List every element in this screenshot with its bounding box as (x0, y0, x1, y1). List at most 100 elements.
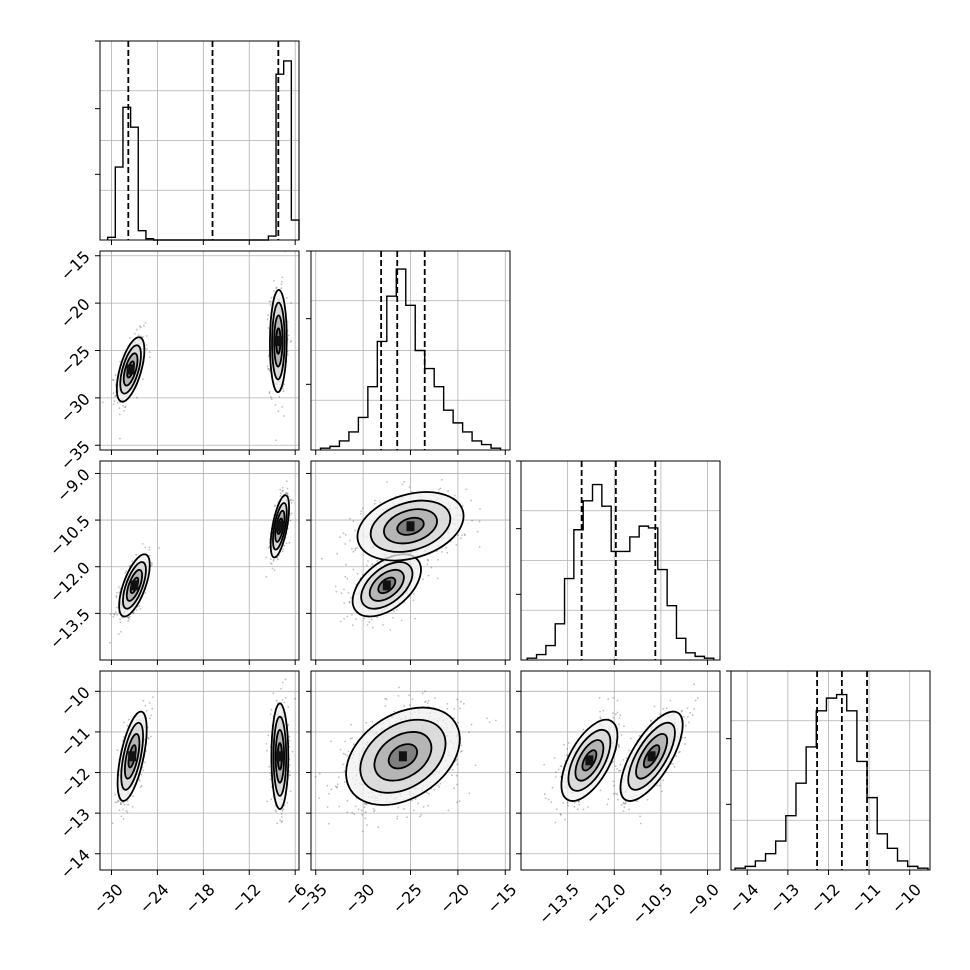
contour-line (274, 728, 285, 784)
grid-lines (100, 41, 299, 240)
panel-frame (520, 670, 721, 871)
contour-line (269, 288, 288, 394)
histogram-panel-3 (726, 670, 931, 871)
contour-line (272, 715, 288, 797)
contour-line (574, 739, 605, 782)
contour-line (118, 553, 151, 618)
x-tick-label: −12 (806, 880, 843, 917)
grid-lines (731, 671, 930, 870)
contour-line (351, 553, 422, 618)
scatter-panel-1-3 (310, 670, 511, 871)
contour-line (345, 706, 461, 806)
histogram-step-line (106, 60, 300, 241)
scatter-panel-1-2 (310, 460, 511, 661)
contour-line (125, 568, 143, 602)
y-tick-label: −9.0 (53, 465, 94, 506)
scatter-panel-0-3 (99, 670, 300, 871)
density-peak (274, 336, 283, 347)
x-tick-label: −30 (341, 880, 378, 917)
contour-line (635, 733, 669, 780)
contour-line (119, 344, 142, 395)
density-peak (406, 521, 415, 532)
contour-line (271, 301, 286, 381)
y-tick-label: −30 (57, 389, 94, 426)
contour-line (123, 733, 141, 780)
density-peak (130, 580, 139, 591)
contour-line (269, 494, 290, 559)
y-tick-label: −35 (57, 437, 94, 474)
x-tick-label: −20 (436, 880, 473, 917)
panel-frame (99, 670, 300, 871)
grid-lines (100, 461, 299, 660)
panel-frame (99, 460, 300, 661)
y-tick-label: −13 (57, 805, 94, 842)
x-tick-label: −15 (483, 880, 520, 917)
density-peak (128, 751, 137, 762)
contour-line (356, 491, 465, 562)
x-tick-label: −13 (766, 880, 803, 917)
contour-line (387, 743, 419, 770)
y-tick-label: −14 (57, 845, 94, 882)
contour-line (116, 710, 148, 802)
contour-line (122, 561, 147, 610)
contour-line (642, 744, 661, 769)
x-tick-label: −10.5 (628, 880, 676, 928)
y-tick-label: −11 (57, 723, 94, 760)
scatter-panel-0-1 (99, 250, 300, 451)
scatter-panel-2-3 (520, 670, 721, 871)
x-tick-label: −24 (135, 880, 172, 917)
grid-lines (100, 251, 299, 450)
x-tick-label: −25 (389, 880, 426, 917)
x-tick-label: −9.0 (682, 880, 723, 921)
contour-line (373, 731, 433, 782)
contour-line (627, 721, 676, 791)
histogram-step-line (319, 268, 502, 450)
histogram-step-line (734, 693, 929, 870)
density-peak (275, 751, 284, 762)
histogram-step-line (526, 483, 715, 660)
contour-line (122, 352, 139, 387)
density-peak (275, 521, 284, 532)
y-tick-label: −25 (57, 342, 94, 379)
y-tick-label: −10.5 (46, 511, 94, 559)
y-tick-label: −15 (57, 247, 94, 284)
contour-line (359, 718, 447, 794)
contour-line (115, 336, 146, 403)
contour-line (273, 314, 284, 368)
density-peak (126, 364, 135, 375)
contour-line (270, 702, 290, 810)
contour-line (368, 568, 405, 602)
histogram-panel-1 (306, 250, 511, 451)
x-tick-label: −30 (89, 880, 126, 917)
x-tick-label: −13.5 (535, 880, 583, 928)
grid-lines (100, 671, 299, 870)
scatter-panel-0-2 (99, 460, 300, 661)
y-tick-label: −13.5 (46, 605, 94, 653)
contour-line (120, 721, 144, 791)
x-tick-label: −12 (227, 880, 264, 917)
grid-lines (521, 461, 720, 660)
x-tick-label: −14 (725, 880, 762, 917)
y-tick-label: −10 (57, 683, 94, 720)
x-tick-label: −11 (847, 880, 884, 917)
contour-line (383, 508, 438, 545)
panel-frame (520, 460, 721, 661)
x-tick-label: −12.0 (581, 880, 629, 928)
contour-line (560, 718, 619, 802)
contour-line (369, 499, 452, 553)
contour-line (581, 749, 598, 772)
contour-line (272, 502, 288, 551)
grid-lines (311, 251, 510, 450)
y-tick-label: −12 (57, 764, 94, 801)
density-peak (382, 580, 391, 591)
contour-line (567, 728, 612, 792)
y-tick-label: −12.0 (46, 558, 94, 606)
contour-line (360, 561, 414, 610)
panel-frame (730, 670, 931, 871)
histogram-panel-2 (516, 460, 721, 661)
density-peak (647, 751, 656, 762)
contour-line (619, 710, 684, 802)
histogram-panel-0 (95, 40, 300, 241)
axes: −30 −24 −18 −12 −6−35 −30 −25 −20 −15 −13.5−12.0−… (46, 240, 925, 928)
